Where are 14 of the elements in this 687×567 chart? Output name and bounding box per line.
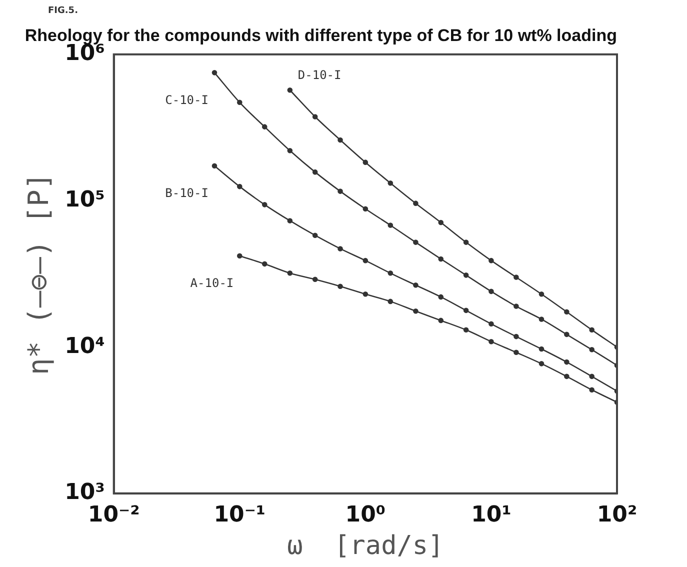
chart-title: Rheology for the compounds with different type of CB for 10 wt% loading	[24, 26, 617, 45]
x-tick-label: 10⁰	[345, 502, 386, 528]
series-label: C-10-I	[165, 92, 208, 107]
y-axis-title: η* (—⊖—) [P]	[22, 172, 56, 376]
series-label: B-10-I	[165, 186, 208, 200]
series-label: D-10-I	[298, 68, 342, 82]
x-tick-label: 10¹	[471, 502, 512, 528]
y-tick-label: 10⁵	[64, 187, 105, 212]
series-label: A-10-I	[190, 276, 234, 290]
x-tick-label: 10²	[596, 502, 638, 528]
x-tick-label: 10⁻¹	[214, 502, 266, 528]
y-tick-label: 10⁴	[64, 334, 105, 359]
caption: FIG.5.	[48, 6, 78, 16]
x-axis-title: ω [rad/s]	[287, 531, 444, 562]
